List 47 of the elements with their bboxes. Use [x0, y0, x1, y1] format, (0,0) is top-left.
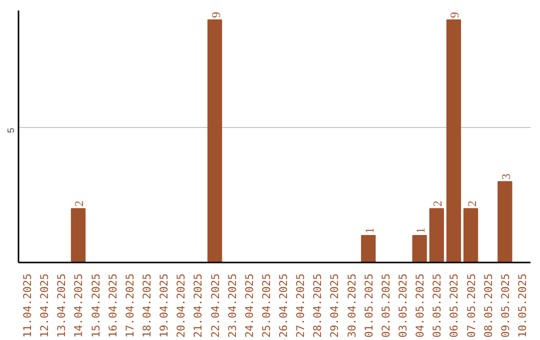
x-tick-label: 19.04.2025 [158, 274, 171, 338]
x-tick-label: 15.04.2025 [89, 274, 102, 338]
x-tick-label: 03.05.2025 [396, 274, 410, 338]
y-tick-label: 5 [6, 128, 16, 133]
x-tick-label: 18.04.2025 [140, 274, 154, 338]
x-tick-label: 17.04.2025 [123, 274, 136, 338]
x-tick-label: 16.04.2025 [106, 274, 120, 338]
x-tick-label: 13.04.2025 [55, 274, 68, 338]
x-tick-label: 20.04.2025 [174, 274, 188, 338]
x-tick-label: 06.05.2025 [448, 274, 461, 338]
bar [498, 181, 512, 262]
data-label: 1 [414, 228, 428, 234]
x-tick-label: 01.05.2025 [362, 274, 376, 338]
data-label: 2 [72, 200, 86, 207]
x-tick-label: 12.04.2025 [38, 274, 52, 338]
x-tick-label: 05.05.2025 [430, 274, 444, 338]
data-label: 2 [464, 200, 479, 207]
data-label: 9 [208, 12, 223, 18]
x-tick-label: 10.05.2025 [516, 274, 529, 338]
x-tick-label: 24.04.2025 [242, 274, 256, 338]
bar [412, 235, 427, 262]
x-tick-label: 30.04.2025 [345, 274, 358, 338]
x-tick-label: 02.05.2025 [379, 274, 392, 338]
data-label: 9 [448, 12, 462, 18]
bar [361, 235, 376, 262]
bar [429, 208, 444, 262]
data-label: 1 [362, 228, 376, 234]
x-tick-label: 11.04.2025 [21, 274, 34, 338]
bar [70, 208, 86, 262]
bar [463, 208, 478, 262]
data-label: 2 [430, 200, 445, 207]
x-tick-label: 08.05.2025 [482, 274, 495, 338]
x-tick-label: 04.05.2025 [414, 274, 427, 338]
x-tick-label: 23.04.2025 [226, 274, 239, 338]
x-tick-label: 26.04.2025 [277, 274, 290, 338]
x-tick-label: 22.04.2025 [208, 274, 222, 338]
x-tick-label: 14.04.2025 [72, 274, 86, 338]
x-tick-label: 09.05.2025 [498, 274, 512, 338]
x-tick-label: 21.04.2025 [192, 274, 205, 338]
x-tick-label: 27.04.2025 [294, 274, 308, 338]
bar [207, 19, 222, 262]
x-tick-label: 28.04.2025 [311, 274, 324, 338]
x-tick-label: 25.04.2025 [260, 274, 273, 338]
x-tick-label: 29.04.2025 [328, 274, 342, 338]
x-tick-label: 07.05.2025 [464, 274, 478, 338]
data-label: 3 [498, 174, 513, 180]
bar [446, 19, 462, 262]
